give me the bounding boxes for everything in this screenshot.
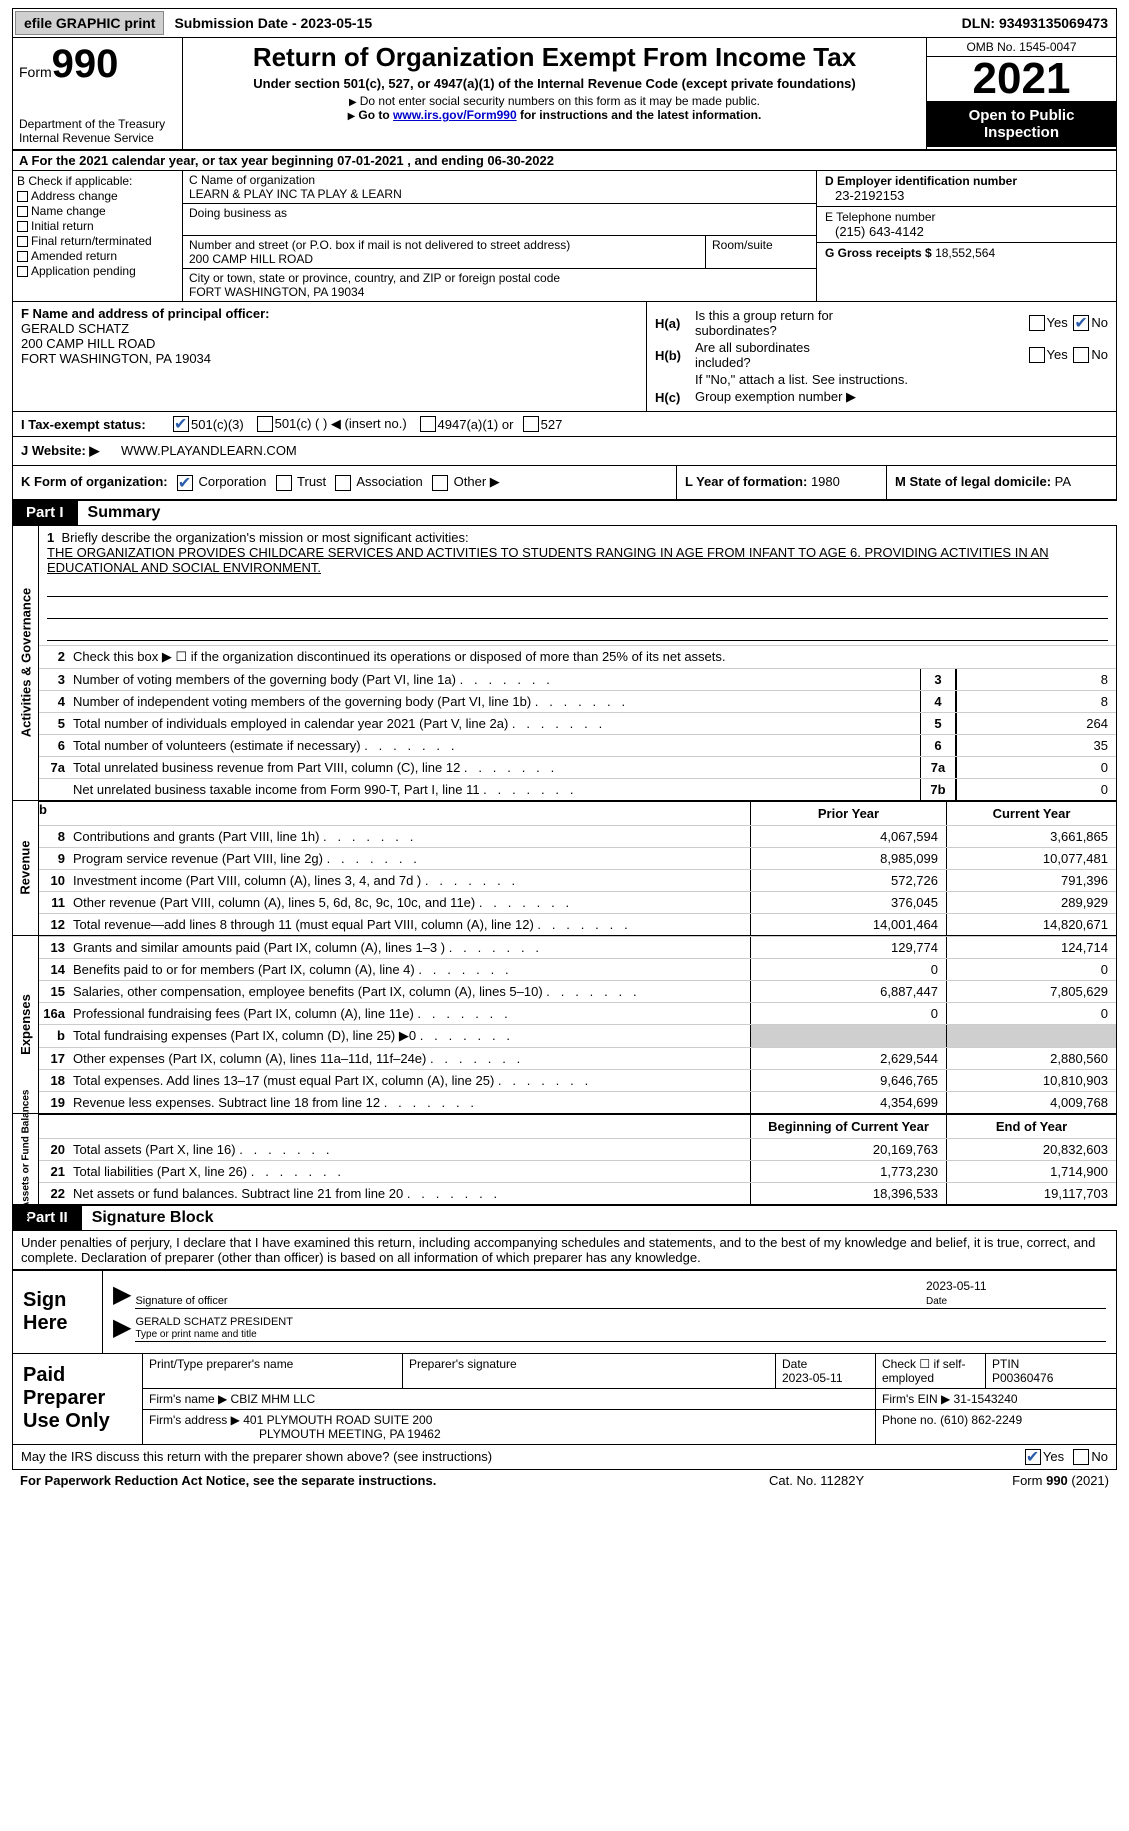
ssn-warning: Do not enter social security numbers on … <box>187 94 922 108</box>
form-subtitle: Under section 501(c), 527, or 4947(a)(1)… <box>187 76 922 91</box>
side-label-revenue: Revenue <box>13 801 39 935</box>
form-of-org: K Form of organization: Corporation Trus… <box>13 466 676 499</box>
form-title: Return of Organization Exempt From Incom… <box>187 42 922 73</box>
trust-checkbox[interactable] <box>276 475 292 491</box>
firm-name: CBIZ MHM LLC <box>231 1392 316 1406</box>
501c3-checkbox[interactable] <box>173 416 189 432</box>
line-19: 19 Revenue less expenses. Subtract line … <box>39 1091 1116 1113</box>
line-9: 9 Program service revenue (Part VIII, li… <box>39 847 1116 869</box>
dept-label: Department of the Treasury <box>19 117 176 131</box>
line-a-tax-year: A For the 2021 calendar year, or tax yea… <box>12 151 1117 171</box>
mission-text: THE ORGANIZATION PROVIDES CHILDCARE SERV… <box>47 545 1108 575</box>
gov-line-7b: Net unrelated business taxable income fr… <box>39 778 1116 800</box>
page-footer: For Paperwork Reduction Act Notice, see … <box>12 1470 1117 1491</box>
line-22: 22 Net assets or fund balances. Subtract… <box>39 1182 1116 1204</box>
ein-value: 23-2192153 <box>825 188 1108 203</box>
amended-return-checkbox[interactable] <box>17 251 28 262</box>
initial-return-checkbox[interactable] <box>17 221 28 232</box>
line-10: 10 Investment income (Part VIII, column … <box>39 869 1116 891</box>
application-pending-checkbox[interactable] <box>17 266 28 277</box>
name-change-checkbox[interactable] <box>17 206 28 217</box>
form-header: Form990 Department of the Treasury Inter… <box>12 38 1117 151</box>
line-12: 12 Total revenue—add lines 8 through 11 … <box>39 913 1116 935</box>
firm-phone: (610) 862-2249 <box>940 1413 1022 1427</box>
state-domicile: M State of legal domicile: PA <box>886 466 1116 499</box>
line-b: b Total fundraising expenses (Part IX, c… <box>39 1024 1116 1047</box>
line-21: 21 Total liabilities (Part X, line 26) 1… <box>39 1160 1116 1182</box>
tax-exempt-status: I Tax-exempt status: 501(c)(3) 501(c) ( … <box>12 412 1117 437</box>
firm-ein: 31-1543240 <box>954 1392 1018 1406</box>
side-label-governance: Activities & Governance <box>13 526 39 800</box>
officer-name: GERALD SCHATZ PRESIDENT <box>135 1316 293 1328</box>
website-value: WWW.PLAYANDLEARN.COM <box>121 443 297 459</box>
tax-year: 2021 <box>927 57 1116 101</box>
website-row: J Website: ▶ WWW.PLAYANDLEARN.COM <box>12 437 1117 466</box>
org-name: LEARN & PLAY INC TA PLAY & LEARN <box>189 187 810 201</box>
ha-yes-checkbox[interactable] <box>1029 315 1045 331</box>
irs-label: Internal Revenue Service <box>19 131 176 145</box>
sign-here-block: Sign Here ▶ Signature of officer 2023-05… <box>12 1270 1117 1354</box>
side-label-expenses: Expenses <box>13 936 39 1113</box>
year-formation: L Year of formation: 1980 <box>676 466 886 499</box>
org-city: FORT WASHINGTON, PA 19034 <box>189 285 810 299</box>
col-c-org-info: C Name of organization LEARN & PLAY INC … <box>183 171 816 301</box>
gov-line-7a: 7a Total unrelated business revenue from… <box>39 756 1116 778</box>
phone-value: (215) 643-4142 <box>825 224 1108 239</box>
line-14: 14 Benefits paid to or for members (Part… <box>39 958 1116 980</box>
discuss-with-preparer: May the IRS discuss this return with the… <box>12 1445 1117 1470</box>
association-checkbox[interactable] <box>335 475 351 491</box>
line-17: 17 Other expenses (Part IX, column (A), … <box>39 1047 1116 1069</box>
col-b-checkboxes: B Check if applicable: Address change Na… <box>13 171 183 301</box>
ptin-value: P00360476 <box>992 1371 1053 1385</box>
final-return-checkbox[interactable] <box>17 236 28 247</box>
501c-checkbox[interactable] <box>257 416 273 432</box>
gov-line-6: 6 Total number of volunteers (estimate i… <box>39 734 1116 756</box>
org-street: 200 CAMP HILL ROAD <box>189 252 699 266</box>
other-checkbox[interactable] <box>432 475 448 491</box>
hb-yes-checkbox[interactable] <box>1029 347 1045 363</box>
irs-link[interactable]: www.irs.gov/Form990 <box>393 108 517 122</box>
gross-receipts: 18,552,564 <box>935 246 995 260</box>
line-13: 13 Grants and similar amounts paid (Part… <box>39 936 1116 958</box>
open-to-public: Open to Public Inspection <box>927 101 1116 147</box>
group-return-info: H(a) Is this a group return forsubordina… <box>646 302 1116 411</box>
line-11: 11 Other revenue (Part VIII, column (A),… <box>39 891 1116 913</box>
efile-print-button[interactable]: efile GRAPHIC print <box>15 11 164 35</box>
part2-header: Part II Signature Block <box>12 1206 1117 1231</box>
line-15: 15 Salaries, other compensation, employe… <box>39 980 1116 1002</box>
discuss-no-checkbox[interactable] <box>1073 1449 1089 1465</box>
line-16a: 16a Professional fundraising fees (Part … <box>39 1002 1116 1024</box>
gov-line-3: 3 Number of voting members of the govern… <box>39 668 1116 690</box>
line-20: 20 Total assets (Part X, line 16) 20,169… <box>39 1138 1116 1160</box>
4947-checkbox[interactable] <box>420 416 436 432</box>
side-label-netassets: Net Assets or Fund Balances <box>13 1114 39 1204</box>
line-18: 18 Total expenses. Add lines 13–17 (must… <box>39 1069 1116 1091</box>
instructions-link-row: Go to www.irs.gov/Form990 for instructio… <box>187 108 922 122</box>
gov-line-5: 5 Total number of individuals employed i… <box>39 712 1116 734</box>
gov-line-4: 4 Number of independent voting members o… <box>39 690 1116 712</box>
corporation-checkbox[interactable] <box>177 475 193 491</box>
address-change-checkbox[interactable] <box>17 191 28 202</box>
dln-label: DLN: 93493135069473 <box>962 15 1114 31</box>
ha-no-checkbox[interactable] <box>1073 315 1089 331</box>
sign-date: 2023-05-11 <box>926 1279 987 1293</box>
perjury-statement: Under penalties of perjury, I declare th… <box>12 1231 1117 1270</box>
paid-preparer-block: Paid Preparer Use Only Print/Type prepar… <box>12 1354 1117 1445</box>
discuss-yes-checkbox[interactable] <box>1025 1449 1041 1465</box>
principal-officer: F Name and address of principal officer:… <box>13 302 646 411</box>
form-number: 990 <box>52 42 119 86</box>
hb-no-checkbox[interactable] <box>1073 347 1089 363</box>
line-8: 8 Contributions and grants (Part VIII, l… <box>39 825 1116 847</box>
topbar: efile GRAPHIC print Submission Date - 20… <box>12 8 1117 38</box>
col-d-ids: D Employer identification number 23-2192… <box>816 171 1116 301</box>
527-checkbox[interactable] <box>523 416 539 432</box>
part1-header: Part I Summary <box>12 501 1117 526</box>
submission-date-label: Submission Date - 2023-05-15 <box>168 15 378 31</box>
